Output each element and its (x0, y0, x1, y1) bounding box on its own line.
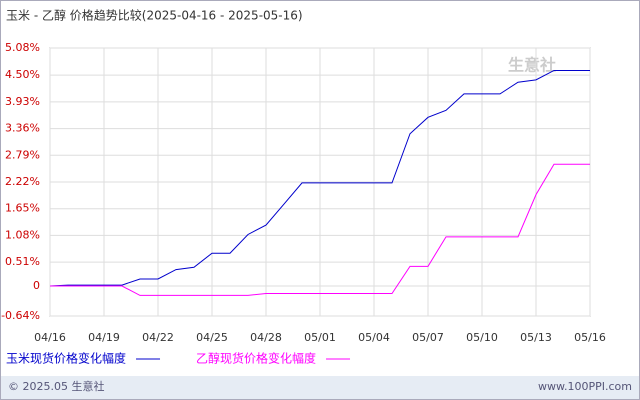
x-tick-label: 05/01 (304, 331, 336, 344)
y-tick-label: 5.08% (5, 41, 40, 54)
chart-title: 玉米 - 乙醇 价格趋势比较(2025-04-16 - 2025-05-16) (6, 8, 303, 23)
y-tick-label: 3.93% (5, 95, 40, 108)
x-tick-label: 05/04 (358, 331, 390, 344)
y-tick-label: 1.65% (5, 202, 40, 215)
y-tick-label: 2.79% (5, 148, 40, 161)
copyright: © 2025.05 生意社 (8, 379, 104, 393)
y-tick-label: 0 (33, 279, 40, 292)
x-tick-label: 05/13 (520, 331, 552, 344)
x-tick-label: 05/07 (412, 331, 444, 344)
y-tick-label: -0.64% (1, 309, 40, 322)
legend-label: 玉米现货价格变化幅度 (6, 351, 126, 366)
y-tick-label: 2.22% (5, 175, 40, 188)
series-line (50, 163, 590, 296)
y-tick-label: 1.08% (5, 228, 40, 241)
series-line (49, 69, 590, 287)
x-tick-label: 04/19 (88, 331, 120, 344)
site: www.100PPI.com (538, 380, 632, 393)
y-tick-label: 0.51% (5, 255, 40, 268)
footer-bar (1, 376, 639, 399)
legend-label: 乙醇现货价格变化幅度 (196, 351, 316, 366)
x-tick-label: 04/22 (142, 331, 174, 344)
y-tick-label: 3.36% (5, 122, 40, 135)
watermark: 生意社 (508, 56, 556, 75)
x-tick-label: 04/16 (34, 331, 66, 344)
y-tick-label: 4.50% (5, 68, 40, 81)
x-tick-label: 04/25 (196, 331, 228, 344)
x-tick-label: 05/16 (574, 331, 606, 344)
x-tick-label: 05/10 (466, 331, 498, 344)
x-tick-label: 04/28 (250, 331, 282, 344)
